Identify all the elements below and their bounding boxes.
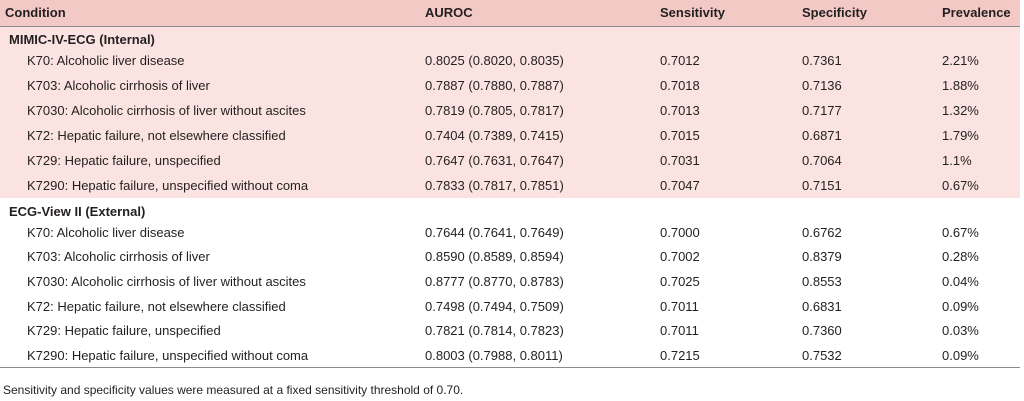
cell-auroc: 0.8025 (0.8020, 0.8035) — [425, 53, 564, 68]
table-row: K7290: Hepatic failure, unspecified with… — [0, 342, 1020, 369]
cell-condition: K7290: Hepatic failure, unspecified with… — [27, 178, 309, 193]
cell-specificity: 0.7064 — [802, 153, 842, 168]
cell-condition: K70: Alcoholic liver disease — [27, 224, 185, 240]
cell-auroc: 0.7819 (0.7805, 0.7817) — [425, 103, 564, 118]
cell-prevalence: 0.03% — [942, 323, 979, 339]
table-row: K7030: Alcoholic cirrhosis of liver with… — [0, 269, 1020, 294]
cell-specificity: 0.8553 — [802, 273, 842, 289]
table-row: K70: Alcoholic liver disease 0.8025 (0.8… — [0, 48, 1020, 73]
header-row: Condition AUROC Sensitivity Specificity … — [0, 0, 1020, 27]
cell-condition: K729: Hepatic failure, unspecified — [27, 153, 221, 168]
cell-prevalence: 0.09% — [936, 342, 1020, 369]
table-row: K72: Hepatic failure, not elsewhere clas… — [0, 123, 1020, 148]
cell-sensitivity: 0.7015 — [660, 128, 700, 143]
cell-condition: K703: Alcoholic cirrhosis of liver — [27, 249, 210, 265]
group-title-internal: MIMIC-IV-ECG (Internal) — [9, 32, 155, 47]
table-footnote: Sensitivity and specificity values were … — [3, 383, 464, 397]
cell-specificity: 0.8379 — [802, 249, 842, 265]
table-row: K703: Alcoholic cirrhosis of liver 0.788… — [0, 73, 1020, 98]
cell-prevalence: 0.67% — [942, 178, 979, 193]
table-row: K70: Alcoholic liver disease 0.7644 (0.7… — [0, 220, 1020, 245]
cell-auroc: 0.7647 (0.7631, 0.7647) — [425, 153, 564, 168]
cell-specificity: 0.7360 — [802, 323, 842, 339]
group-row-internal: MIMIC-IV-ECG (Internal) — [0, 26, 1020, 48]
cell-sensitivity: 0.7011 — [660, 298, 699, 314]
cell-sensitivity: 0.7000 — [660, 224, 700, 240]
cell-prevalence: 2.21% — [942, 53, 979, 68]
cell-auroc: 0.7887 (0.7880, 0.7887) — [425, 78, 564, 93]
cell-specificity: 0.6762 — [802, 224, 842, 240]
cell-specificity: 0.7151 — [802, 178, 842, 193]
cell-prevalence: 0.04% — [942, 273, 979, 289]
external-group: ECG-View II (External) K70: Alcoholic li… — [0, 198, 1020, 369]
cell-sensitivity: 0.7215 — [654, 342, 796, 369]
table-row: K729: Hepatic failure, unspecified 0.782… — [0, 318, 1020, 343]
cell-auroc: 0.7498 (0.7494, 0.7509) — [425, 298, 564, 314]
cell-prevalence: 0.67% — [942, 224, 979, 240]
cell-auroc: 0.8777 (0.8770, 0.8783) — [425, 273, 564, 289]
cell-sensitivity: 0.7012 — [660, 53, 700, 68]
header-auroc: AUROC — [419, 0, 654, 27]
cell-specificity: 0.6871 — [802, 128, 842, 143]
results-table: Condition AUROC Sensitivity Specificity … — [0, 0, 1020, 369]
cell-specificity: 0.7532 — [796, 342, 936, 369]
cell-condition: K703: Alcoholic cirrhosis of liver — [27, 78, 210, 93]
cell-condition: K7290: Hepatic failure, unspecified with… — [0, 342, 419, 369]
cell-auroc: 0.8003 (0.7988, 0.8011) — [419, 342, 654, 369]
cell-sensitivity: 0.7011 — [660, 323, 699, 339]
cell-sensitivity: 0.7031 — [660, 153, 700, 168]
table-row: K703: Alcoholic cirrhosis of liver 0.859… — [0, 244, 1020, 270]
cell-sensitivity: 0.7002 — [660, 249, 700, 265]
cell-prevalence: 1.88% — [942, 78, 979, 93]
cell-auroc: 0.7833 (0.7817, 0.7851) — [425, 178, 564, 193]
table-row: K7290: Hepatic failure, unspecified with… — [0, 173, 1020, 198]
cell-specificity: 0.7136 — [802, 78, 842, 93]
cell-auroc: 0.7821 (0.7814, 0.7823) — [425, 323, 564, 339]
cell-condition: K729: Hepatic failure, unspecified — [27, 323, 221, 339]
cell-prevalence: 0.28% — [942, 249, 979, 265]
cell-auroc: 0.8590 (0.8589, 0.8594) — [425, 249, 564, 265]
cell-specificity: 0.6831 — [802, 298, 842, 314]
header-sensitivity: Sensitivity — [654, 0, 796, 27]
cell-auroc: 0.7404 (0.7389, 0.7415) — [425, 128, 564, 143]
cell-condition: K72: Hepatic failure, not elsewhere clas… — [27, 298, 286, 314]
cell-condition: K70: Alcoholic liver disease — [27, 53, 185, 68]
cell-prevalence: 1.32% — [942, 103, 979, 118]
cell-sensitivity: 0.7018 — [660, 78, 700, 93]
header-specificity: Specificity — [796, 0, 936, 27]
cell-sensitivity: 0.7013 — [660, 103, 700, 118]
cell-sensitivity: 0.7047 — [660, 178, 700, 193]
cell-sensitivity: 0.7025 — [660, 273, 700, 289]
table-row: K7030: Alcoholic cirrhosis of liver with… — [0, 98, 1020, 123]
table-row: K72: Hepatic failure, not elsewhere clas… — [0, 293, 1020, 319]
table-header: Condition AUROC Sensitivity Specificity … — [0, 0, 1020, 27]
cell-specificity: 0.7177 — [802, 103, 842, 118]
header-condition: Condition — [0, 0, 419, 27]
cell-auroc: 0.7644 (0.7641, 0.7649) — [425, 224, 564, 240]
cell-prevalence: 1.79% — [942, 128, 979, 143]
group-row-external: ECG-View II (External) — [0, 198, 1020, 220]
cell-prevalence: 0.09% — [942, 298, 979, 314]
cell-condition: K7030: Alcoholic cirrhosis of liver with… — [27, 103, 306, 118]
internal-group: MIMIC-IV-ECG (Internal) K70: Alcoholic l… — [0, 26, 1020, 198]
group-title-external: ECG-View II (External) — [9, 204, 146, 219]
cell-specificity: 0.7361 — [802, 53, 842, 68]
cell-condition: K7030: Alcoholic cirrhosis of liver with… — [27, 273, 306, 289]
header-prevalence: Prevalence — [936, 0, 1020, 27]
cell-condition: K72: Hepatic failure, not elsewhere clas… — [27, 128, 286, 143]
table-row: K729: Hepatic failure, unspecified 0.764… — [0, 148, 1020, 173]
cell-prevalence: 1.1% — [942, 153, 972, 168]
